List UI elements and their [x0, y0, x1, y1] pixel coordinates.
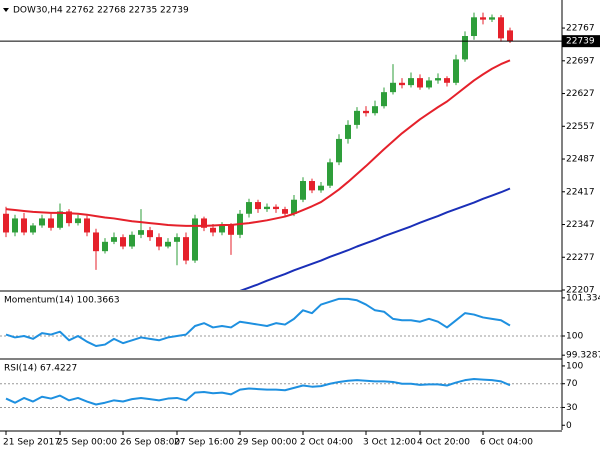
y-tick-label: 22277 [566, 253, 595, 263]
candle-body [66, 211, 72, 224]
panel [0, 297, 562, 347]
candle-body [84, 218, 90, 233]
candle-body [246, 202, 252, 214]
x-tick-label: 6 Oct 04:00 [480, 438, 533, 448]
candle-body [129, 234, 135, 247]
y-tick-label: 100 [566, 361, 583, 371]
candle-body [372, 106, 378, 114]
indicator-line [5, 297, 511, 347]
candle-body [21, 218, 27, 233]
candle-body [183, 237, 189, 261]
candle-body [453, 59, 459, 83]
candle-body [120, 237, 126, 247]
y-tick-label: 30 [566, 403, 578, 413]
y-tick-label: 22417 [566, 187, 595, 197]
candle-body [48, 218, 54, 228]
candle-body [417, 78, 423, 88]
candle-body [426, 80, 432, 88]
y-tick-label: 0 [566, 421, 572, 431]
panel [3, 12, 513, 290]
y-tick-label: 101.3343 [566, 293, 600, 303]
x-tick-label: 3 Oct 12:00 [363, 438, 416, 448]
candle-body [291, 199, 297, 214]
indicator-line [5, 377, 511, 406]
candle-body [57, 211, 63, 228]
x-tick-label: 4 Oct 20:00 [417, 438, 470, 448]
x-tick-label: 21 Sep 2017 [3, 438, 60, 448]
candle-body [219, 225, 225, 233]
candle-body [381, 92, 387, 107]
y-tick-label: 22487 [566, 155, 595, 165]
y-tick-label: 22347 [566, 220, 595, 230]
x-tick-label: 2 Oct 04:00 [300, 438, 353, 448]
candle-body [507, 30, 513, 42]
candle-body [30, 225, 36, 233]
candle-body [201, 218, 207, 228]
candle-body [111, 237, 117, 242]
last-price-tag [562, 35, 600, 48]
candle-body [480, 17, 486, 20]
x-tick-label: 25 Sep 00:00 [57, 438, 117, 448]
candle-body [345, 124, 351, 139]
candle-body [300, 181, 306, 200]
candle-body [399, 82, 405, 86]
panel-title: Momentum(14) 100.3663 [4, 296, 120, 306]
candle-body [147, 230, 153, 238]
y-tick-label: 100 [566, 332, 583, 342]
candle-body [138, 230, 144, 235]
panel-title: RSI(14) 67.4227 [4, 364, 77, 374]
indicator-line [5, 59, 511, 227]
candle-body [93, 232, 99, 252]
candle-body [75, 218, 81, 224]
candle-body [102, 241, 108, 252]
candle-body [192, 218, 198, 261]
candle-body [462, 36, 468, 60]
panel [0, 377, 562, 408]
candle-body [228, 225, 234, 235]
candle-body [444, 78, 450, 83]
x-tick-label: 29 Sep 00:00 [237, 438, 297, 448]
candle-body [12, 218, 18, 233]
indicator-line [239, 187, 511, 290]
y-tick-label: 99.3287 [566, 351, 600, 361]
y-tick-label: 22697 [566, 56, 595, 66]
candle-body [354, 110, 360, 125]
candle-body [471, 17, 477, 37]
candle-body [165, 241, 171, 247]
y-tick-label: 22627 [566, 89, 595, 99]
candle-body [39, 218, 45, 226]
candle-body [336, 138, 342, 163]
candle-body [3, 213, 9, 233]
last-price-label: 22739 [566, 37, 595, 47]
x-tick-label: 26 Sep 08:00 [120, 438, 180, 448]
candle-body [363, 110, 369, 114]
candle-body [309, 181, 315, 191]
candle-body [498, 17, 504, 39]
chart-title: DOW30,H4 22762 22768 22735 22739 [13, 6, 189, 16]
candle-body [489, 17, 495, 20]
y-tick-label: 22207 [566, 286, 595, 296]
candle-body [390, 82, 396, 93]
candle-body [327, 162, 333, 186]
menu-arrow [3, 8, 9, 12]
y-tick-label: 22557 [566, 122, 595, 132]
candle-body [435, 78, 441, 81]
candle-body [273, 206, 279, 210]
candle-body [210, 227, 216, 233]
candle-body [408, 78, 414, 86]
candle-body [282, 209, 288, 214]
x-tick-label: 27 Sep 16:00 [174, 438, 234, 448]
candle-body [318, 185, 324, 191]
candle-body [255, 202, 261, 210]
candle-body [264, 206, 270, 210]
y-tick-label: 22767 [566, 24, 595, 34]
candle-body [174, 237, 180, 242]
y-tick-label: 70 [566, 379, 578, 389]
candle-body [156, 237, 162, 247]
